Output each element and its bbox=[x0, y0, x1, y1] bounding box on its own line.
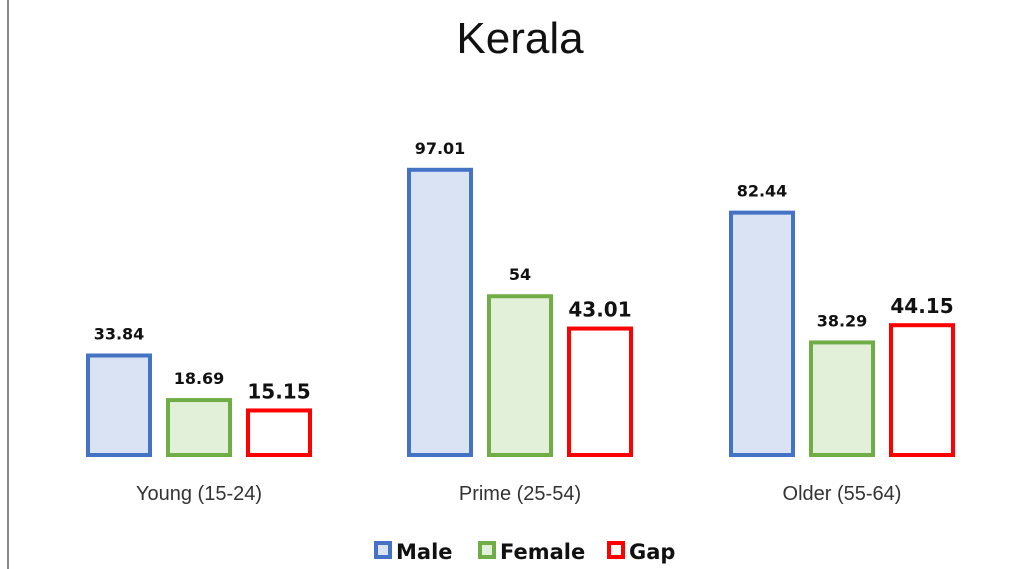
data-label-gap: 15.15 bbox=[247, 379, 310, 403]
bar-female bbox=[809, 340, 875, 457]
bar-female bbox=[487, 294, 553, 457]
legend-label-gap: Gap bbox=[629, 540, 675, 564]
legend-swatch-female bbox=[478, 541, 496, 559]
data-label-female: 54 bbox=[509, 265, 531, 284]
chart-title: Kerala bbox=[456, 14, 584, 63]
legend-swatch-gap bbox=[607, 541, 625, 559]
bar-female bbox=[166, 398, 232, 457]
bar-male bbox=[86, 353, 152, 458]
data-label-male: 33.84 bbox=[94, 325, 145, 344]
category-label: Young (15-24) bbox=[136, 483, 262, 505]
legend-label-female: Female bbox=[500, 540, 585, 564]
bar-male bbox=[729, 210, 795, 457]
legend: Male Female Gap bbox=[374, 540, 675, 564]
bar-gap bbox=[889, 323, 955, 457]
data-label-male: 82.44 bbox=[737, 182, 788, 201]
bar-gap bbox=[246, 408, 312, 458]
category-label: Prime (25-54) bbox=[459, 483, 581, 505]
data-label-gap: 44.15 bbox=[890, 294, 953, 318]
data-label-male: 97.01 bbox=[415, 139, 466, 158]
bar-male bbox=[407, 167, 473, 458]
data-label-female: 38.29 bbox=[817, 311, 868, 330]
legend-label-male: Male bbox=[396, 540, 453, 564]
legend-swatch-male bbox=[374, 541, 392, 559]
left-border bbox=[7, 0, 9, 569]
category-label: Older (55-64) bbox=[783, 483, 902, 505]
data-label-female: 18.69 bbox=[174, 369, 225, 388]
bars-layer: 33.84 18.69 15.15 Young (15-24) 97.01 54 43.01… bbox=[86, 139, 955, 505]
data-label-gap: 43.01 bbox=[568, 298, 631, 322]
bar-gap bbox=[567, 326, 633, 457]
